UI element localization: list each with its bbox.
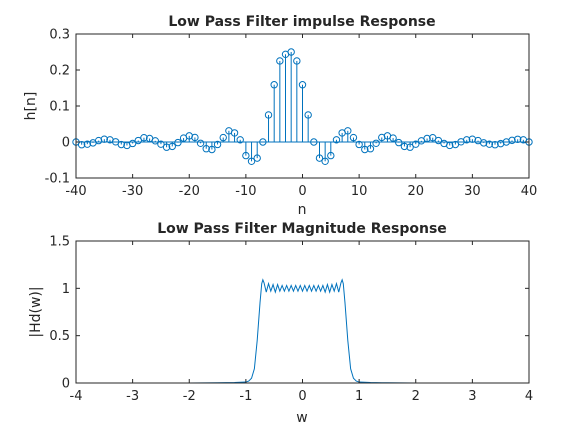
stem-marker [174,138,182,147]
impulse-response-xtick-label: -40 [65,184,86,199]
magnitude-response-ytick-label: 1.5 [49,235,70,250]
impulse-response-ylabel: h[n] [23,92,39,121]
magnitude-response-ylabel: |Hd(w)| [28,286,44,337]
stem-marker [361,145,369,154]
magnitude-response-xtick-label: 1 [355,389,363,404]
impulse-response-ytick-label: 0.2 [49,64,70,79]
stem-marker [389,134,397,142]
impulse-response-xtick-label: 30 [464,184,481,199]
stem-marker [508,136,516,145]
magnitude-response-line [124,278,481,384]
stem-marker [372,139,380,147]
magnitude-response-axes: Low Pass Filter Magnitude Response -4 -3-… [28,221,533,426]
stem-marker [298,81,307,89]
stem-marker [349,133,358,142]
stem-marker [219,133,227,142]
stem-marker [83,140,92,148]
stem-marker [429,134,437,142]
stem-marker [406,143,414,151]
stem-marker [355,140,363,149]
impulse-response-ticks: -40 -30 -20 -10 0 10 20 30 40 -0.1 0 0.1 0.2 0.3 [45,28,538,200]
stem-marker [242,151,250,160]
stem-marker [400,142,409,151]
magnitude-response-xlabel: w [296,410,307,426]
stem-marker [168,142,176,151]
stem-marker [327,151,335,160]
magnitude-response-plot-area [124,278,481,384]
stem-marker [463,136,471,144]
magnitude-response-xtick-label: 3 [468,389,476,404]
stem-marker [276,57,284,65]
impulse-response-plot-area [72,48,533,165]
impulse-response-xtick-label: 10 [351,184,368,199]
stem-marker [151,137,159,145]
impulse-response-xtick-label: 0 [298,184,306,199]
stem-marker [480,139,488,147]
stem-marker [366,145,375,153]
stem-marker [100,135,109,143]
stem-marker [304,111,312,119]
stem-marker [491,141,499,149]
stem-marker [485,140,494,148]
stem-marker [128,139,137,148]
stem-marker [259,138,267,146]
magnitude-response-xtick-label: 2 [412,389,420,404]
stem-marker [332,136,341,144]
stem-marker [310,138,318,146]
impulse-response-xtick-label: 40 [521,184,538,199]
impulse-response-ytick-label: 0 [62,136,70,151]
stem-marker [270,81,278,89]
stem-marker [77,141,86,149]
magnitude-response-title: Low Pass Filter Magnitude Response [157,221,447,237]
stem-marker [117,140,126,149]
magnitude-response-ytick-label: 0.5 [49,329,70,344]
stem-marker [236,136,244,144]
impulse-response-xtick-label: 20 [407,184,424,199]
magnitude-response-ytick-label: 1 [62,282,70,297]
impulse-response-ytick-label: -0.1 [45,172,70,187]
stem-marker [213,140,222,149]
stem-marker [247,157,256,165]
stem-marker [423,134,431,143]
stem-marker [287,48,295,56]
stem-marker [264,111,273,119]
stem-marker [446,141,454,150]
stem-marker [434,136,443,145]
stem-marker [253,154,261,162]
stem-marker [321,157,329,165]
stem-marker [412,140,420,148]
impulse-response-ytick-label: 0.1 [49,100,70,115]
impulse-response-title: Low Pass Filter impulse Response [168,14,435,30]
stem-marker [395,138,403,147]
magnitude-response-xtick-label: 4 [525,389,533,404]
magnitude-response-ticks: -4 -3 -2 -1 0 1 2 3 4 0 0.5 1 1.5 [49,235,533,405]
stem-marker [315,154,324,162]
stem-marker [157,140,165,148]
stem-marker [344,127,352,135]
magnitude-response-ytick-label: 0 [62,377,70,392]
impulse-response-xtick-label: -20 [179,184,200,199]
impulse-response-xtick-label: -10 [235,184,256,199]
magnitude-response-xtick-label: -1 [239,389,252,404]
stem-marker [513,135,522,144]
magnitude-response-xtick-label: 0 [298,389,306,404]
stem-marker [134,136,142,145]
stem-marker [162,143,171,151]
impulse-response-ytick-label: 0.3 [49,28,70,43]
impulse-response-axes: Low Pass Filter impulse Response -40 -30-… [23,14,537,218]
stem-marker [293,57,301,65]
magnitude-response-xtick-label: -2 [183,389,196,404]
stem-marker [208,145,216,154]
magnitude-response-xtick-label: -4 [70,389,83,404]
stem-marker [196,139,205,147]
impulse-response-xlabel: n [298,202,307,218]
impulse-response-xtick-label: -30 [122,184,143,199]
stem-marker [202,145,210,153]
magnitude-response-xtick-label: -3 [126,389,139,404]
stem-marker [191,133,199,142]
stem-marker [140,134,148,142]
stem-marker [230,129,239,137]
